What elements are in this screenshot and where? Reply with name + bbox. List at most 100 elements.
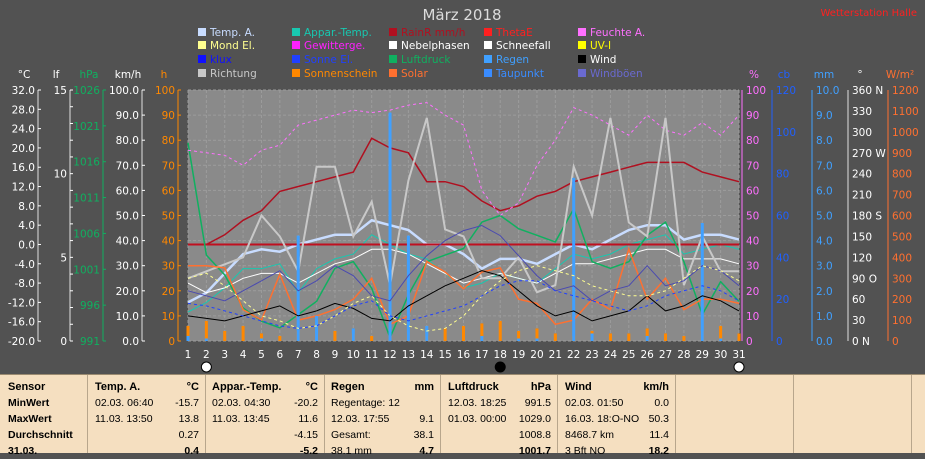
right-axis-tick: 60: [746, 185, 759, 197]
rain-max-time: 12.03. 17:55: [331, 413, 390, 425]
x-tick-label: 26: [640, 349, 654, 361]
right-axis-tick: 40: [776, 252, 789, 264]
x-tick-label: 13: [402, 349, 415, 361]
x-tick-label: 11: [365, 349, 378, 361]
x-tick-label: 12: [383, 349, 396, 361]
appar-unit: °C: [305, 381, 318, 393]
x-tick-label: 22: [567, 349, 580, 361]
left-axis-tick: 100.0: [109, 85, 139, 97]
x-tick-label: 7: [295, 349, 302, 361]
series-richtung: [187, 117, 739, 294]
legend-swatch: [484, 41, 492, 49]
legend-label: Regen: [496, 54, 529, 66]
left-axis-tick: 20.0: [12, 143, 35, 155]
bar-regen: [259, 338, 263, 341]
right-axis-unit: %: [749, 69, 759, 81]
left-axis-tick: 32.0: [12, 85, 35, 97]
right-axis-tick: 1000: [892, 127, 919, 139]
legend-swatch: [198, 41, 206, 49]
left-axis-tick: 70: [162, 160, 175, 172]
bar-regen: [315, 315, 319, 341]
right-axis-tick: 30: [746, 261, 759, 273]
right-axis-tick: 400: [892, 252, 912, 264]
bar-sonnenschein: [278, 335, 282, 341]
legend-swatch: [198, 69, 206, 77]
bar-regen: [719, 338, 723, 341]
left-axis-tick: 80.0: [116, 135, 139, 147]
left-axis-tick: 1001: [73, 264, 100, 276]
x-tick-label: 16: [457, 349, 471, 361]
right-axis-tick: 8.0: [816, 135, 833, 147]
x-tick-label: 27: [659, 349, 672, 361]
appar-min-value: -20.2: [294, 397, 318, 409]
legend-swatch: [578, 55, 586, 63]
bar-regen: [186, 335, 190, 341]
left-axis-tick: 60: [162, 185, 175, 197]
bar-regen: [204, 338, 208, 341]
left-axis-tick: 28.0: [12, 104, 35, 116]
left-axis-unit: hPa: [80, 69, 99, 81]
right-axis-unit: cb: [778, 69, 791, 81]
wind-header: Wind: [565, 381, 592, 393]
right-axis-tick: 10.0: [816, 85, 839, 97]
temp-column: Temp. A. °C 02.03. 06:40 -15.7 11.03. 13:5…: [88, 375, 206, 457]
rain-unit: mm: [414, 381, 434, 393]
left-axis-tick: -4.0: [15, 259, 36, 271]
rain-total-label: Gesamt:: [331, 429, 371, 441]
right-axis-tick: 10: [746, 311, 759, 323]
bar-regen: [425, 325, 429, 341]
series-solar: [188, 246, 740, 326]
right-axis-tick: 1.0: [816, 311, 833, 323]
right-axis-tick: 9.0: [816, 110, 833, 122]
x-tick-label: 10: [347, 349, 360, 361]
left-axis-tick: 10: [54, 169, 67, 181]
left-axis-tick: 15: [54, 85, 67, 97]
right-axis-tick: 800: [892, 169, 912, 181]
left-axis-unit: lf: [53, 69, 60, 81]
right-axis-tick: 120: [852, 252, 872, 264]
bar-sonnenschein: [737, 333, 741, 341]
statistics-table: Sensor MinWert MaxWert Durchschnitt 31.0…: [0, 374, 925, 457]
rain-header: Regen: [331, 381, 365, 393]
right-axis-tick: 0: [776, 336, 783, 348]
right-axis-tick: 120: [776, 85, 796, 97]
left-axis-tick: 991: [80, 336, 100, 348]
x-tick-label: 25: [622, 349, 635, 361]
left-axis-tick: 24.0: [12, 124, 35, 136]
right-axis-tick: 270 W: [852, 148, 886, 160]
legend-label: Mond El.: [210, 40, 255, 52]
legend-swatch: [484, 55, 492, 63]
rain-current-value: 4.7: [419, 445, 434, 457]
right-axis-tick: 360 N: [852, 85, 883, 97]
bar-regen: [572, 177, 576, 341]
pressure-column: Luftdruck hPa 12.03. 18:25 991.5 01.03. 00…: [441, 375, 558, 457]
right-axis-tick: 200: [892, 294, 912, 306]
right-axis-unit: mm: [814, 69, 834, 81]
left-axis-tick: -8.0: [15, 278, 36, 290]
left-axis-tick: 8.0: [18, 201, 35, 213]
bar-regen: [517, 338, 521, 341]
x-tick-label: 30: [714, 349, 727, 361]
right-axis-tick: 4.0: [816, 236, 833, 248]
x-tick-label: 21: [549, 349, 562, 361]
wind-avg-value: 11.4: [649, 429, 669, 441]
left-axis-tick: 20: [162, 286, 175, 298]
x-tick-label: 1: [185, 349, 192, 361]
pressure-unit: hPa: [530, 381, 551, 393]
x-tick-label: 5: [258, 349, 265, 361]
appar-avg-value: -4.15: [294, 429, 318, 441]
bar-regen: [645, 335, 649, 341]
pressure-min-time: 12.03. 18:25: [448, 397, 507, 409]
pressure-header: Luftdruck: [448, 381, 499, 393]
series-thetae: [188, 137, 740, 246]
left-axis-tick: 10.0: [116, 311, 139, 323]
legend-label: UV-I: [590, 40, 611, 52]
x-tick-label: 20: [530, 349, 543, 361]
legend-label: klux: [210, 54, 232, 66]
right-axis-tick: 20: [776, 294, 789, 306]
pressure-avg-value: 1008.8: [518, 429, 551, 441]
x-tick-label: 3: [221, 349, 228, 361]
left-axis-tick: 30: [162, 261, 175, 273]
pressure-max-time: 01.03. 00:00: [448, 413, 507, 425]
pressure-max-value: 1029.0: [518, 413, 551, 425]
